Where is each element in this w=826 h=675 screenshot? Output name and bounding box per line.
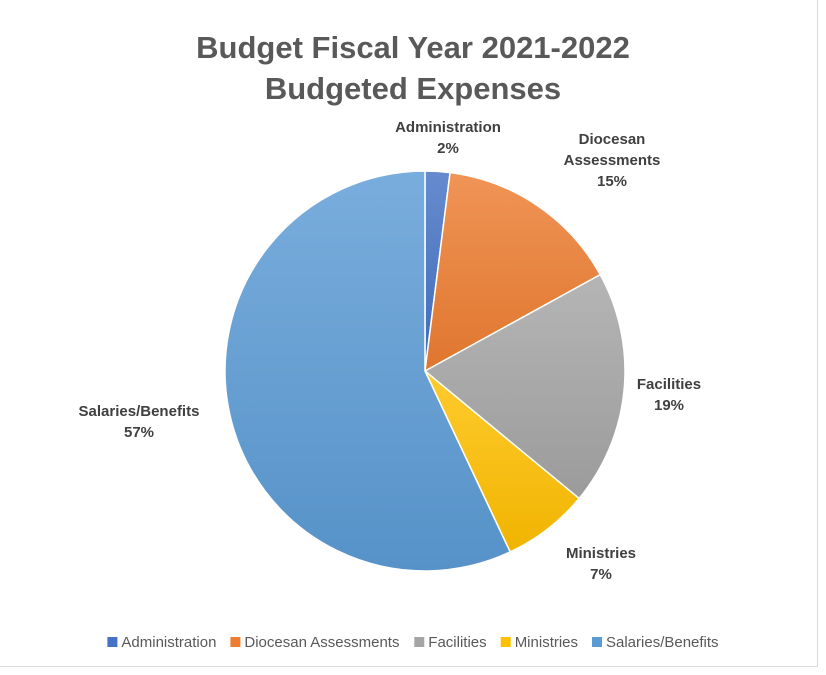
legend-swatch-facilities (414, 637, 425, 647)
data-label-facilities-name: Facilities (637, 376, 701, 393)
pie-chart: Budget Fiscal Year 2021-2022 Budgeted Exp… (79, 30, 719, 651)
legend-label-salaries-benefits: Salaries/Benefits (606, 634, 719, 651)
legend-label-administration: Administration (121, 634, 216, 651)
data-label-ministries-name: Ministries (566, 545, 636, 562)
legend-item-administration: Administration (107, 634, 216, 651)
pie-slices (224, 170, 626, 572)
pie-slice-diocesan-assessments (424, 171, 602, 372)
data-labels: Administration 2% Diocesan Assessments 15% Fa… (79, 119, 702, 583)
legend-swatch-ministries (500, 637, 511, 647)
legend-swatch-administration (107, 637, 118, 647)
chart-title-line-2: Budgeted Expenses (265, 71, 561, 106)
legend-label-diocesan-assessments: Diocesan Assessments (244, 634, 399, 651)
pie-slice-facilities (424, 273, 626, 500)
chart-title-line-1: Budget Fiscal Year 2021-2022 (196, 30, 630, 65)
legend-label-ministries: Ministries (515, 634, 578, 651)
legend-label-facilities: Facilities (428, 634, 486, 651)
legend: Administration Diocesan Assessments Facili… (107, 634, 719, 651)
data-label-diocesan-assessments-name: Diocesan (579, 131, 646, 148)
data-label-ministries-value: 7% (590, 566, 612, 583)
pie-slice-salaries-benefits (224, 170, 511, 572)
legend-item-facilities: Facilities (414, 634, 487, 651)
data-label-salaries-benefits-value: 57% (124, 424, 154, 441)
chart-title: Budget Fiscal Year 2021-2022 Budgeted Exp… (196, 30, 630, 106)
data-label-administration-name: Administration (395, 119, 501, 136)
data-label-diocesan-assessments-name: Assessments (564, 152, 661, 169)
legend-item-salaries-benefits: Salaries/Benefits (592, 634, 719, 651)
legend-swatch-diocesan-assessments (230, 637, 241, 647)
data-label-administration-value: 2% (437, 140, 459, 157)
chart-frame: Budget Fiscal Year 2021-2022 Budgeted Exp… (0, 0, 818, 667)
legend-swatch-salaries-benefits (592, 637, 602, 647)
data-label-salaries-benefits-name: Salaries/Benefits (79, 403, 200, 420)
data-label-diocesan-assessments-value: 15% (597, 173, 627, 190)
legend-item-diocesan-assessments: Diocesan Assessments (230, 634, 399, 651)
legend-item-ministries: Ministries (500, 634, 578, 651)
data-label-facilities-value: 19% (654, 397, 684, 414)
